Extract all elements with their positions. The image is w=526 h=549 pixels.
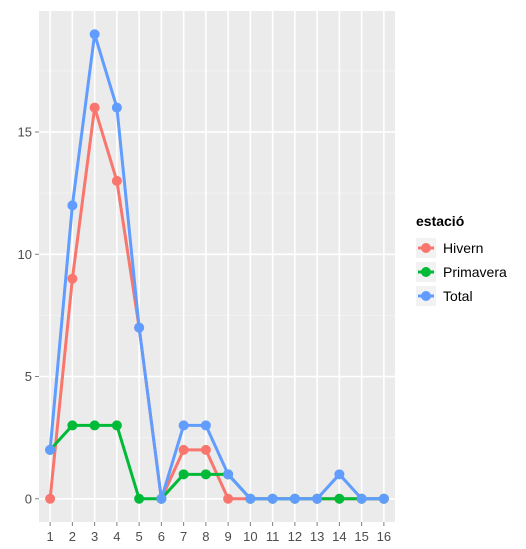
- grid-lines: [39, 11, 395, 522]
- data-point-total: [267, 493, 278, 504]
- data-point-hivern: [223, 493, 234, 504]
- y-tick-label: 15: [18, 125, 32, 140]
- plot-panel: [39, 11, 395, 522]
- data-point-hivern: [111, 175, 122, 186]
- data-point-hivern: [45, 493, 56, 504]
- x-tick-label: 3: [91, 529, 98, 544]
- x-tick-label: 2: [69, 529, 76, 544]
- data-point-hivern: [178, 444, 189, 455]
- x-tick-label: 1: [47, 529, 54, 544]
- legend-label-total: Total: [443, 288, 473, 304]
- x-tick-label: 11: [266, 529, 280, 544]
- x-tick-label: 5: [136, 529, 143, 544]
- x-tick-label: 7: [180, 529, 187, 544]
- data-point-total: [200, 420, 211, 431]
- legend-label-hivern: Hivern: [443, 240, 483, 256]
- x-tick-label: 14: [332, 529, 346, 544]
- data-point-total: [378, 493, 389, 504]
- data-point-total: [223, 469, 234, 480]
- data-point-primavera: [89, 420, 100, 431]
- data-point-primavera: [178, 469, 189, 480]
- x-tick-label: 9: [225, 529, 232, 544]
- data-point-total: [111, 102, 122, 113]
- data-point-total: [134, 322, 145, 333]
- series-line-total: [48, 32, 386, 501]
- data-point-hivern: [89, 102, 100, 113]
- data-point-total: [289, 493, 300, 504]
- data-point-primavera: [134, 493, 145, 504]
- legend-title: estació: [416, 213, 464, 229]
- data-point-primavera: [111, 420, 122, 431]
- series-line-primavera: [48, 423, 386, 501]
- y-tick-label: 10: [18, 247, 32, 262]
- series-total: [45, 29, 389, 504]
- x-tick-label: 8: [202, 529, 209, 544]
- legend-key-point-hivern: [421, 243, 431, 253]
- data-point-total: [156, 493, 167, 504]
- legend-key-point-primavera: [421, 267, 431, 277]
- x-tick-label: 4: [113, 529, 120, 544]
- y-tick-label: 5: [25, 369, 32, 384]
- x-tick-label: 10: [243, 529, 257, 544]
- legend-label-primavera: Primavera: [443, 264, 507, 280]
- data-point-primavera: [67, 420, 78, 431]
- data-point-hivern: [200, 444, 211, 455]
- x-tick-label: 16: [377, 529, 391, 544]
- y-tick-label: 0: [25, 491, 32, 506]
- data-point-primavera: [334, 493, 345, 504]
- data-point-total: [334, 469, 345, 480]
- data-point-total: [89, 29, 100, 40]
- data-point-total: [245, 493, 256, 504]
- legend-key-point-total: [421, 291, 431, 301]
- data-point-total: [178, 420, 189, 431]
- x-tick-label: 6: [158, 529, 165, 544]
- x-tick-label: 13: [310, 529, 324, 544]
- legend: estació Hivern Primavera Total: [416, 213, 507, 306]
- data-point-total: [67, 200, 78, 211]
- x-tick-label: 15: [354, 529, 368, 544]
- x-tick-label: 12: [288, 529, 302, 544]
- data-point-total: [312, 493, 323, 504]
- data-point-total: [45, 444, 56, 455]
- data-series: [45, 29, 389, 504]
- data-point-total: [356, 493, 367, 504]
- data-point-primavera: [200, 469, 211, 480]
- data-point-hivern: [67, 273, 78, 284]
